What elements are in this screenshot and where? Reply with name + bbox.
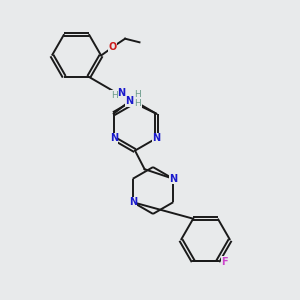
Text: N: N [110, 133, 118, 143]
Text: H: H [134, 99, 141, 108]
Text: F: F [221, 257, 228, 267]
Text: N: N [131, 96, 139, 106]
Text: N: N [129, 197, 137, 207]
Text: N: N [117, 88, 125, 98]
Text: H: H [134, 90, 141, 99]
Text: H: H [111, 91, 118, 100]
Text: N: N [152, 133, 160, 143]
Text: N: N [169, 174, 177, 184]
Text: O: O [108, 42, 117, 52]
Text: N: N [125, 96, 134, 106]
